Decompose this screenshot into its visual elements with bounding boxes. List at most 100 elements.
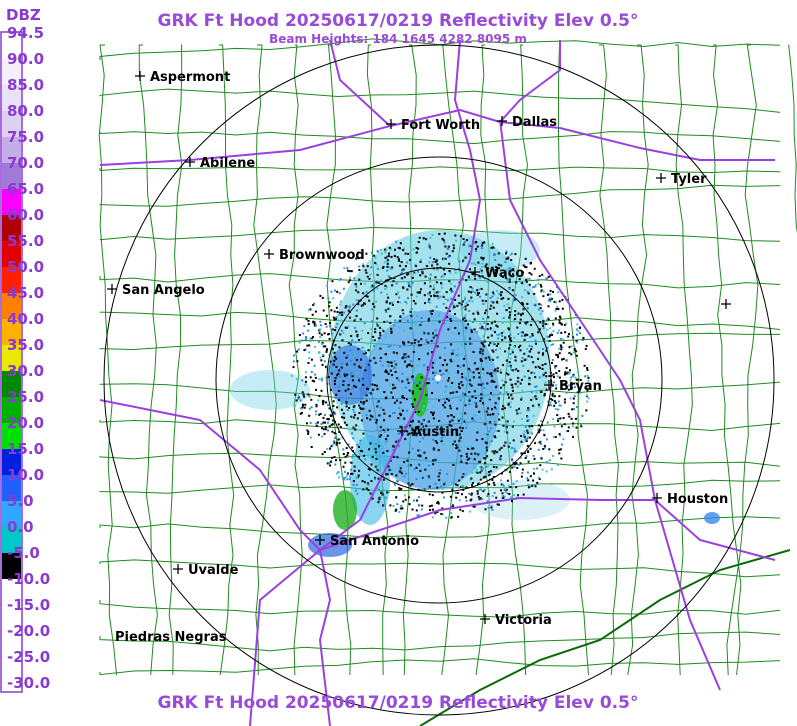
echo-pixel xyxy=(509,314,511,317)
echo-pixel xyxy=(544,323,547,325)
echo-pixel xyxy=(523,435,526,438)
echo-pixel xyxy=(326,418,329,421)
echo-pixel xyxy=(399,467,402,470)
echo-pixel xyxy=(322,400,325,403)
echo-pixel xyxy=(379,279,382,282)
echo-pixel xyxy=(527,479,530,482)
echo-pixel xyxy=(420,508,423,511)
echo-pixel xyxy=(312,321,315,324)
echo-pixel xyxy=(500,446,503,449)
echo-pixel xyxy=(327,333,330,335)
echo-pixel xyxy=(544,446,546,449)
echo-pixel xyxy=(531,334,534,337)
echo-pixel xyxy=(396,292,399,295)
echo-pixel xyxy=(520,424,523,427)
echo-pixel xyxy=(401,507,404,510)
echo-pixel xyxy=(342,287,345,290)
echo-pixel xyxy=(390,361,393,364)
echo-pixel xyxy=(459,365,462,368)
echo-pixel xyxy=(375,263,378,266)
echo-pixel xyxy=(518,322,521,325)
echo-pixel xyxy=(417,429,420,432)
echo-pixel xyxy=(406,409,408,412)
echo-pixel xyxy=(559,448,562,451)
echo-pixel xyxy=(471,300,474,303)
echo-pixel xyxy=(390,426,393,429)
echo-pixel xyxy=(344,455,347,458)
echo-pixel xyxy=(381,266,384,269)
echo-pixel xyxy=(356,443,359,446)
echo-pixel xyxy=(528,350,531,353)
echo-pixel xyxy=(376,287,379,290)
echo-pixel xyxy=(560,348,563,351)
echo-pixel xyxy=(486,465,489,468)
echo-pixel xyxy=(403,461,406,464)
echo-pixel xyxy=(536,481,539,484)
echo-pixel xyxy=(403,494,406,497)
echo-pixel xyxy=(436,426,439,429)
echo-pixel xyxy=(515,368,518,371)
echo-pixel xyxy=(459,445,462,448)
echo-pixel xyxy=(364,269,367,272)
echo-pixel xyxy=(552,324,555,327)
echo-pixel xyxy=(425,431,427,433)
echo-pixel xyxy=(547,299,550,302)
echo-pixel xyxy=(335,316,338,319)
echo-pixel xyxy=(349,279,352,282)
echo-pixel xyxy=(412,300,415,302)
legend-swatch xyxy=(2,631,21,657)
echo-pixel xyxy=(360,304,363,307)
echo-pixel xyxy=(408,496,410,499)
echo-pixel xyxy=(335,472,338,475)
echo-pixel xyxy=(526,307,529,310)
echo-pixel xyxy=(355,330,358,333)
echo-pixel xyxy=(431,378,434,380)
legend-label: -5.0 xyxy=(7,544,40,562)
echo-pixel xyxy=(499,456,502,459)
echo-pixel xyxy=(431,366,434,369)
echo-pixel xyxy=(480,287,483,290)
echo-pixel xyxy=(393,455,396,458)
echo-pixel xyxy=(401,380,404,383)
echo-pixel xyxy=(517,376,520,379)
echo-pixel xyxy=(470,262,473,265)
echo-pixel xyxy=(379,334,382,337)
echo-pixel xyxy=(499,371,502,374)
echo-pixel xyxy=(297,394,300,397)
echo-pixel xyxy=(345,356,348,359)
echo-pixel xyxy=(390,330,393,333)
echo-pixel xyxy=(535,385,538,388)
echo-pixel xyxy=(497,267,500,269)
echo-pixel xyxy=(404,360,406,363)
echo-pixel xyxy=(348,276,351,279)
echo-pixel xyxy=(528,344,531,347)
echo-pixel xyxy=(384,496,387,499)
echo-pixel xyxy=(327,376,330,378)
echo-pixel xyxy=(554,401,557,404)
echo-pixel xyxy=(336,323,339,325)
echo-pixel xyxy=(305,336,307,338)
echo-pixel xyxy=(373,478,376,481)
echo-pixel xyxy=(389,302,391,305)
echo-pixel xyxy=(463,241,466,243)
echo-pixel xyxy=(380,444,383,447)
echo-pixel xyxy=(376,388,379,391)
echo-pixel xyxy=(340,300,342,303)
echo-pixel xyxy=(547,317,550,319)
echo-pixel xyxy=(393,412,396,414)
echo-pixel xyxy=(335,357,338,360)
echo-pixel xyxy=(412,272,415,275)
legend-label: 70.0 xyxy=(7,154,44,172)
echo-pixel xyxy=(528,283,531,286)
echo-area xyxy=(333,490,357,530)
echo-pixel xyxy=(547,275,550,278)
echo-pixel xyxy=(424,488,427,491)
echo-pixel xyxy=(394,386,397,389)
echo-pixel xyxy=(541,468,544,471)
echo-pixel xyxy=(527,460,530,463)
echo-pixel xyxy=(349,392,352,395)
echo-pixel xyxy=(409,327,412,330)
echo-pixel xyxy=(458,387,461,390)
echo-pixel xyxy=(429,315,432,318)
echo-pixel xyxy=(430,339,433,342)
